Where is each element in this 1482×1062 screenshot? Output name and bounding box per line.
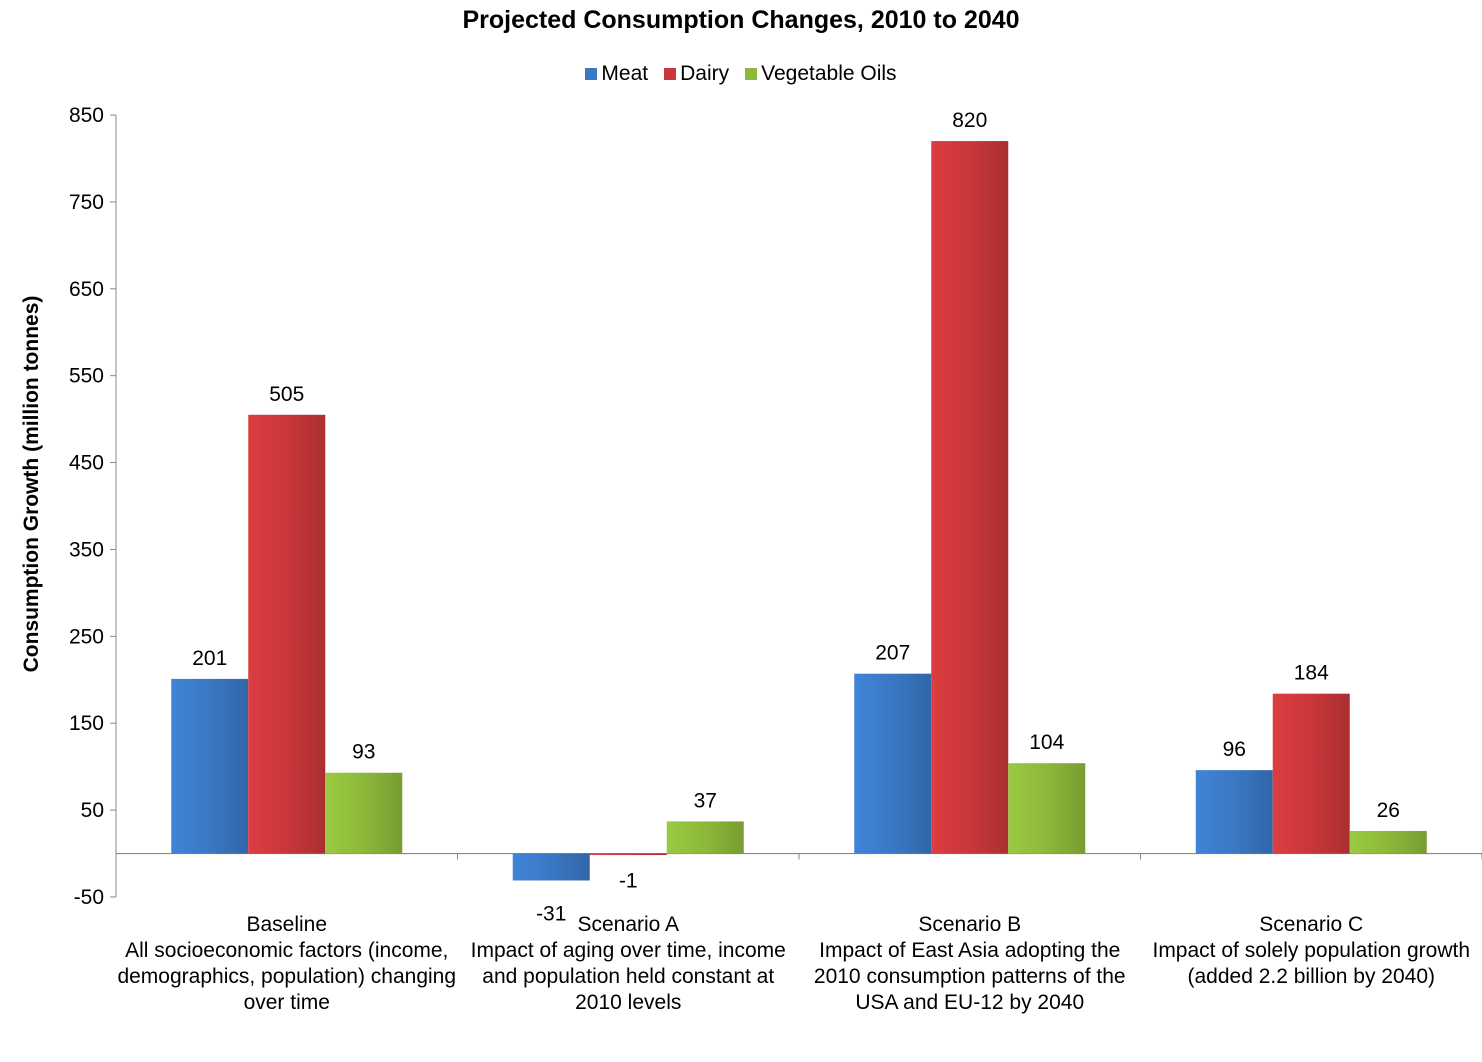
legend-label-dairy: Dairy — [680, 62, 730, 85]
data-label: 96 — [1223, 738, 1246, 761]
legend-item-meat: Meat — [585, 62, 648, 86]
legend-item-vegetable-oils: Vegetable Oils — [745, 62, 897, 86]
bar-meat — [512, 853, 590, 881]
y-tick-label: 850 — [69, 104, 104, 127]
y-tick-label: 650 — [69, 278, 104, 301]
chart-title: Projected Consumption Changes, 2010 to 2… — [462, 6, 1020, 34]
bar-vegetable-oils — [1349, 830, 1427, 854]
bar-dairy — [589, 853, 667, 856]
bar-vegetable-oils — [325, 772, 403, 854]
data-label: 820 — [952, 109, 987, 132]
data-label: 505 — [269, 383, 304, 406]
data-label: 201 — [192, 647, 227, 670]
x-category-label: Scenario B Impact of East Asia adopting … — [813, 913, 1126, 1014]
legend-swatch-dairy — [664, 68, 677, 80]
bar-vegetable-oils — [666, 821, 744, 854]
bar-dairy — [248, 414, 326, 854]
bar-meat — [854, 673, 932, 854]
legend-swatch-vegetable-oils — [745, 68, 758, 80]
bar-dairy — [931, 141, 1009, 854]
y-tick-label: 250 — [69, 625, 104, 648]
data-label: 184 — [1294, 662, 1329, 685]
data-label: 93 — [352, 741, 375, 764]
y-tick-label: -50 — [74, 886, 104, 909]
y-tick-label: 750 — [69, 191, 104, 214]
y-tick-label: 550 — [69, 365, 104, 388]
y-tick-label: 150 — [69, 712, 104, 735]
data-label: 26 — [1377, 799, 1400, 822]
bar-meat — [171, 678, 249, 854]
y-tick-label: 450 — [69, 452, 104, 475]
bar-vegetable-oils — [1008, 763, 1086, 854]
legend-swatch-meat — [585, 68, 598, 80]
legend-item-dairy: Dairy — [664, 62, 729, 86]
y-tick-label: 350 — [69, 538, 104, 561]
data-label: 104 — [1029, 731, 1064, 754]
data-label: 37 — [694, 789, 717, 812]
bar-dairy — [1272, 693, 1350, 854]
x-category-label: Scenario A Impact of aging over time, in… — [470, 913, 786, 1014]
x-category-label: Baseline All socioeconomic factors (inco… — [117, 913, 457, 1014]
data-label: -1 — [619, 869, 638, 892]
y-tick-label: 50 — [81, 799, 104, 822]
legend-label-vegetable-oils: Vegetable Oils — [761, 62, 897, 85]
legend: Meat Dairy Vegetable Oils — [0, 62, 1482, 86]
data-label: -31 — [536, 902, 566, 925]
legend-label-meat: Meat — [601, 62, 649, 85]
bar-meat — [1195, 770, 1273, 854]
data-label: 207 — [875, 642, 910, 665]
x-category-label: Scenario C Impact of solely population g… — [1152, 913, 1470, 988]
